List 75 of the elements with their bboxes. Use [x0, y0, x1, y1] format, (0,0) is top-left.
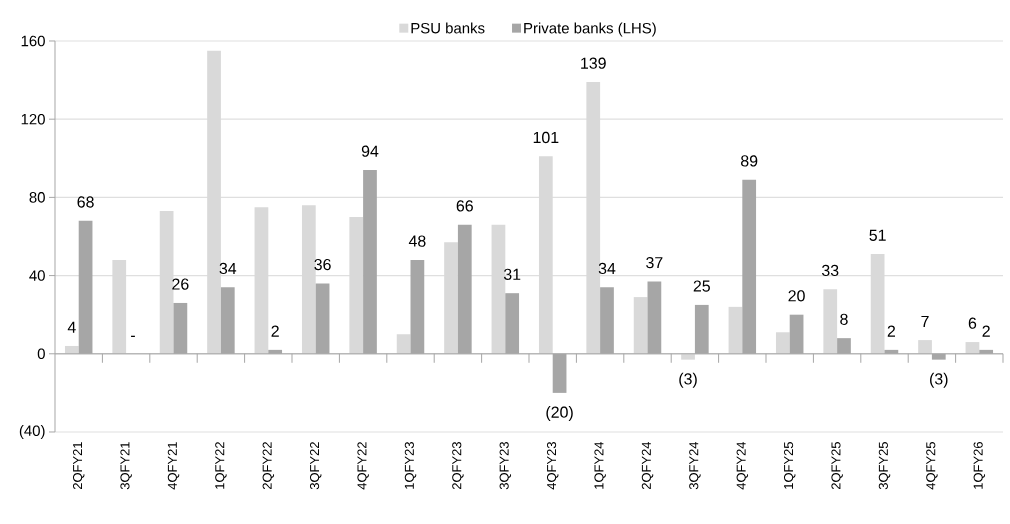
data-label: 7 — [921, 315, 929, 327]
x-tick-label: 4QFY22 — [357, 442, 369, 490]
data-label: 66 — [456, 200, 473, 212]
data-label: (20) — [546, 406, 573, 421]
bar — [64, 345, 79, 354]
x-tick-label: 2QFY25 — [831, 442, 843, 490]
data-label: 6 — [968, 317, 977, 329]
data-label: 51 — [869, 229, 886, 241]
bar — [918, 340, 932, 354]
y-tick-label: 120 — [21, 113, 45, 125]
legend-label: PSU banks — [411, 22, 485, 34]
data-label: 2 — [982, 325, 990, 337]
x-tick-label: 3QFY21 — [120, 442, 132, 490]
y-tick-label: 80 — [29, 192, 45, 203]
data-label: 139 — [581, 57, 606, 69]
data-label: 20 — [788, 290, 805, 302]
x-tick-label: 4QFY24 — [736, 441, 749, 490]
data-label: 33 — [821, 264, 839, 277]
data-label: 31 — [503, 268, 521, 280]
bar — [159, 211, 174, 354]
bar — [775, 332, 790, 354]
x-tick-label: 3QFY22 — [309, 442, 322, 490]
data-label: 8 — [840, 313, 848, 325]
bar — [112, 259, 127, 354]
y-tick-label: 40 — [29, 270, 45, 281]
data-label: 68 — [77, 196, 94, 208]
y-tick-label: (40) — [19, 425, 45, 439]
x-tick-label: 3QFY23 — [499, 442, 512, 490]
data-label: (3) — [930, 372, 948, 388]
x-tick-label: 3QFY25 — [878, 442, 891, 490]
x-tick-label: 4QFY21 — [167, 442, 180, 490]
bar — [633, 297, 648, 354]
data-label: 4 — [67, 321, 76, 333]
bar — [586, 82, 601, 354]
x-tick-label: 2QFY22 — [262, 442, 275, 490]
data-label: 48 — [408, 235, 426, 247]
data-label: 26 — [172, 278, 189, 290]
bar — [538, 156, 553, 354]
x-tick-label: 2QFY21 — [72, 442, 85, 490]
data-label: 34 — [598, 262, 616, 275]
bar — [823, 289, 838, 354]
y-tick-label: 0 — [37, 348, 45, 360]
data-label: 101 — [533, 131, 559, 144]
data-label: 34 — [219, 262, 237, 275]
x-tick-label: 1QFY23 — [404, 442, 417, 489]
data-label: - — [131, 335, 135, 337]
bar — [349, 216, 364, 354]
legend-label: Private banks (LHS) — [524, 22, 656, 37]
bar — [207, 50, 221, 354]
bar — [681, 353, 695, 360]
bar — [396, 334, 411, 354]
x-tick-label: 4QFY25 — [926, 442, 938, 490]
x-tick-label: 4QFY23 — [546, 442, 559, 490]
data-label: 89 — [741, 155, 758, 167]
data-label: 2 — [271, 325, 279, 337]
x-tick-label: 3QFY24 — [689, 441, 701, 490]
x-tick-label: 2QFY23 — [452, 442, 464, 490]
x-tick-label: 1QFY26 — [973, 442, 986, 489]
bar — [728, 306, 743, 354]
x-tick-label: 1QFY25 — [783, 442, 796, 489]
bar — [870, 254, 885, 354]
x-tick-label: 2QFY24 — [641, 441, 654, 490]
bar — [444, 242, 458, 354]
data-label: (3) — [679, 372, 697, 388]
x-tick-label: 1QFY22 — [215, 442, 227, 489]
data-label: 36 — [314, 258, 331, 271]
data-label: 25 — [693, 280, 710, 292]
data-label: 37 — [646, 256, 663, 269]
bar — [301, 205, 316, 354]
data-label: 2 — [887, 325, 896, 337]
bar — [491, 224, 506, 354]
data-label: 94 — [361, 145, 379, 157]
bar — [254, 207, 269, 354]
y-tick-label: 160 — [21, 35, 45, 47]
x-tick-label: 1QFY24 — [594, 441, 606, 489]
